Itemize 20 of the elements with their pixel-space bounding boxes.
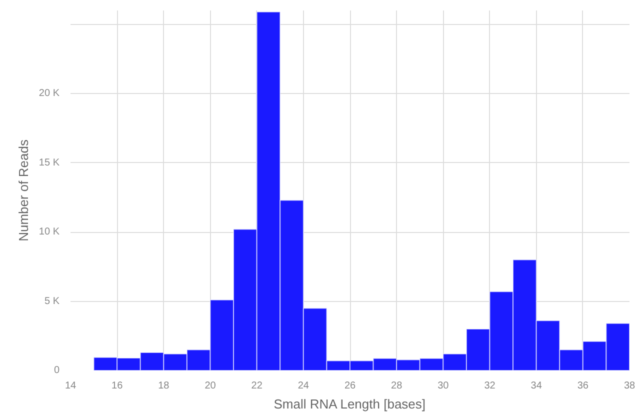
x-tick-label: 24 (298, 380, 310, 392)
y-tick-label: 20 K (38, 88, 60, 100)
x-tick-label: 18 (158, 380, 170, 392)
y-tick-label: 10 K (38, 226, 60, 238)
x-tick-label: 36 (577, 380, 589, 392)
x-tick-label: 32 (484, 380, 496, 392)
x-tick-label: 16 (112, 380, 124, 392)
x-tick-label: 26 (344, 380, 356, 392)
x-tick-label: 30 (438, 380, 450, 392)
x-tick-label: 38 (624, 380, 636, 392)
y-tick-label: 0 (54, 365, 60, 376)
x-tick-label: 28 (391, 380, 403, 392)
x-tick-label: 14 (64, 380, 76, 392)
x-tick-label: 20 (204, 380, 216, 392)
x-axis-title: Small RNA Length [bases] (274, 396, 426, 412)
x-tick-label: 22 (251, 380, 263, 392)
y-tick-label: 15 K (38, 157, 60, 168)
y-axis-title: Number of Reads (16, 139, 31, 242)
y-tick-label: 5 K (44, 296, 60, 307)
x-tick-label: 34 (530, 380, 542, 392)
